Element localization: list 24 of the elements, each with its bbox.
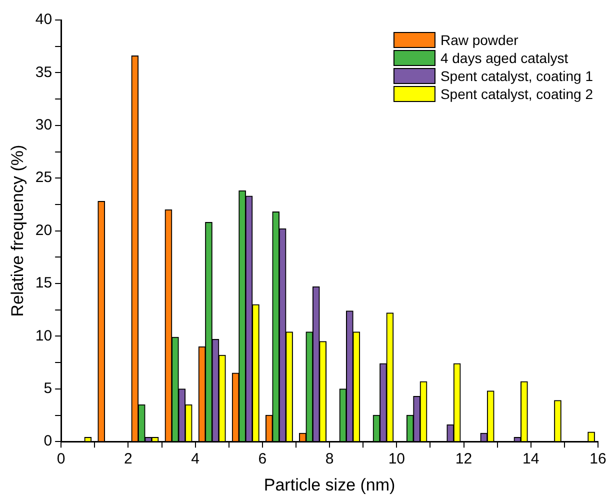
y-tick-label: 25 <box>35 169 52 186</box>
y-tick-label: 20 <box>35 222 52 239</box>
legend-label: Spent catalyst, coating 2 <box>440 86 594 102</box>
y-tick-label: 30 <box>35 116 52 134</box>
y-tick-label: 40 <box>35 11 52 28</box>
y-tick-label: 35 <box>35 64 52 81</box>
x-tick-label: 8 <box>325 450 334 468</box>
legend-label: Spent catalyst, coating 1 <box>440 68 594 84</box>
x-tick-label: 2 <box>124 450 132 468</box>
x-tick-label: 16 <box>590 450 606 468</box>
y-tick-label: 5 <box>44 380 52 398</box>
legend-label: 4 days aged catalyst <box>440 50 568 66</box>
x-tick-label: 12 <box>455 450 472 468</box>
y-tick-label: 15 <box>35 274 52 292</box>
x-tick-label: 6 <box>258 450 267 468</box>
x-tick-label: 0 <box>56 450 66 468</box>
x-axis-title: Particle size (nm) <box>264 475 396 494</box>
x-tick-label: 10 <box>388 450 405 468</box>
x-tick-label: 14 <box>522 450 540 468</box>
x-tick-label: 4 <box>191 450 200 468</box>
legend-label: Raw powder <box>440 32 519 48</box>
y-tick-label: 10 <box>35 327 52 344</box>
y-axis-title: Relative frequency (%) <box>8 144 27 317</box>
y-tick-label: 0 <box>44 432 52 450</box>
